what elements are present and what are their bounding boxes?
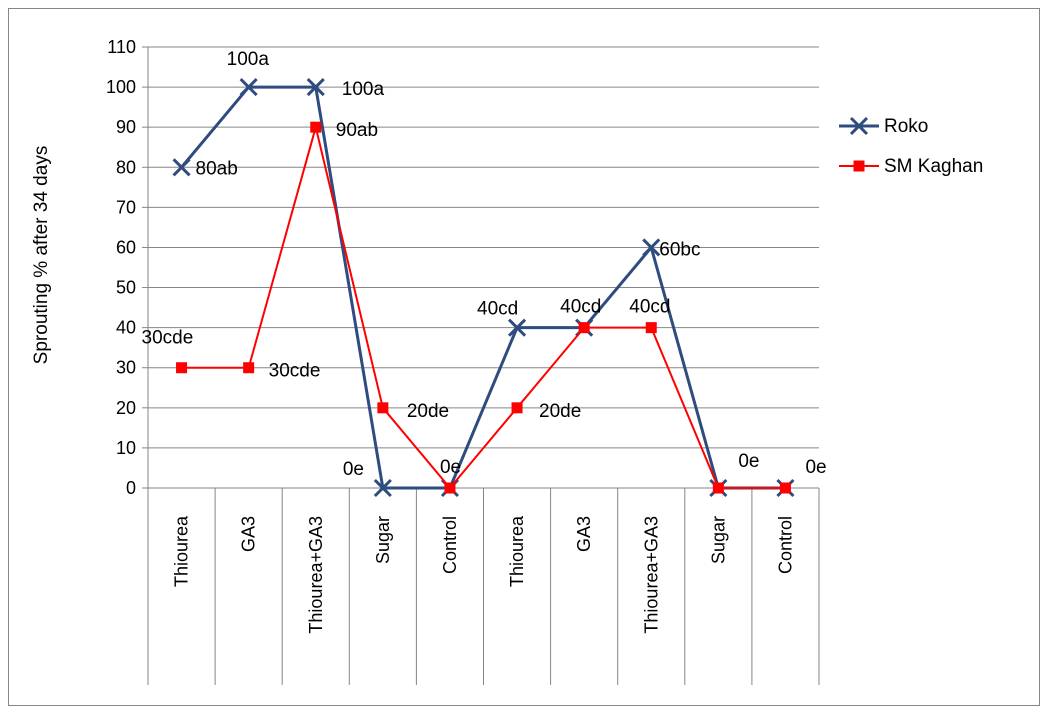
data-label: 20de [407,401,449,422]
x-category-label: Thiourea+GA3 [641,516,661,634]
data-point-sm-kaghan [377,402,389,414]
y-tick-label: 10 [116,438,136,458]
data-label: 0e [343,459,364,480]
legend-marker [849,116,869,136]
y-tick-label: 80 [116,157,136,177]
series-line-roko [180,85,786,490]
legend: Roko SM Kaghan [839,116,983,177]
y-tick-label: 40 [116,318,136,338]
data-label: 30cde [269,361,321,382]
y-tick-label: 30 [116,358,136,378]
legend-label: Roko [884,116,928,137]
data-label: 0e [738,451,759,472]
data-label: 100a [227,49,270,70]
gridlines [148,46,819,449]
x-category-label: GA3 [574,516,594,552]
data-point-roko [373,478,392,498]
data-label: 40cd [629,297,670,318]
data-point-roko [507,318,527,337]
data-point-roko [172,158,191,177]
data-point-sm-kaghan [712,482,724,494]
data-point-roko [239,78,258,97]
data-point-sm-kaghan [779,482,791,494]
y-tick-label: 110 [107,37,136,57]
data-label: 60bc [659,239,700,260]
series-layer [172,78,795,498]
y-axis-label: Sprouting % after 34 days [31,146,52,365]
x-category-label: Control [775,516,795,574]
data-point-sm-kaghan [511,402,523,414]
data-label: 0e [805,457,826,478]
data-point-sm-kaghan [645,322,657,334]
marker-stroke [642,238,661,257]
data-point-roko [642,238,661,257]
data-label: 40cd [477,299,518,320]
data-point-sm-kaghan [444,482,456,494]
x-category-label: Thiourea+GA3 [306,516,326,634]
data-label: 90ab [336,120,378,141]
data-label: 40cd [560,297,601,318]
y-tick-label: 90 [116,117,136,137]
marker-stroke [172,158,191,177]
marker-stroke [507,318,527,337]
x-category-label: Control [440,516,460,574]
legend-entry: SM Kaghan [839,156,983,177]
axes [142,46,820,685]
marker-stroke [239,78,258,97]
marker-stroke [306,78,325,97]
legend-marker [853,160,865,172]
x-category-label: Sugar [708,516,728,564]
y-tick-label: 0 [126,478,136,498]
data-label: 30cde [142,328,194,349]
legend-label: SM Kaghan [884,156,983,177]
x-category-label: Thiourea [507,515,527,587]
data-label: 20de [539,401,581,422]
x-category-label: GA3 [239,516,259,552]
x-category-label: Sugar [373,516,393,564]
data-point-sm-kaghan [243,362,255,374]
data-point-sm-kaghan [310,121,322,133]
legend-entry: Roko [839,116,928,137]
y-tick-label: 20 [116,398,136,418]
x-category-label: Thiourea [172,515,192,587]
data-point-roko [306,78,325,97]
data-point-sm-kaghan [578,322,590,334]
data-label: 80ab [196,158,238,179]
y-tick-label: 100 [106,77,136,97]
series-line-sm-kaghan [181,126,786,489]
x-category-labels: Thiourea GA3 Thiourea+GA3 Sugar Control Thiou… [172,515,796,634]
data-point-sm-kaghan [176,362,188,374]
chart-frame: 0 10 20 30 40 50 60 70 80 90 100 110 Thiourea GA3 Thi… [8,8,1040,706]
marker-stroke [373,478,392,498]
y-tick-label: 50 [116,278,136,298]
y-tick-label: 60 [116,237,136,257]
y-tick-labels: 0 10 20 30 40 50 60 70 80 90 100 110 [106,37,136,498]
data-label: 100a [342,79,385,100]
data-label: 0e [440,457,461,478]
y-tick-label: 70 [116,197,136,217]
data-labels: 80ab 100a 100a 0e 0e 40cd 40cd 60bc 0e 0e 30cde 30c… [142,49,827,480]
